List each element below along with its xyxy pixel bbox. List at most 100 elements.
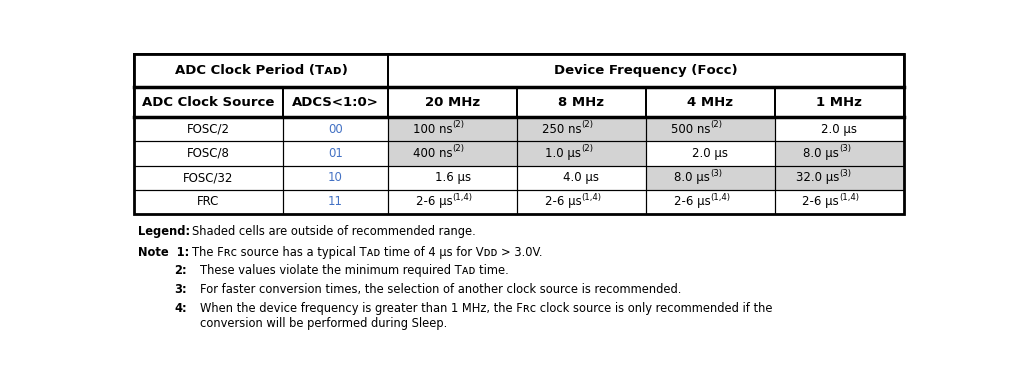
Bar — [775, 165, 903, 190]
Text: 2-6 μs: 2-6 μs — [416, 195, 453, 208]
Bar — [646, 117, 775, 141]
Bar — [646, 141, 775, 165]
Text: (2): (2) — [711, 120, 722, 129]
Bar — [388, 87, 517, 117]
Text: 100 ns: 100 ns — [413, 123, 453, 136]
Text: 3:: 3: — [174, 283, 186, 296]
Text: Shaded cells are outside of recommended range.: Shaded cells are outside of recommended … — [193, 225, 476, 238]
Bar — [134, 87, 283, 117]
Text: 2-6 μs: 2-6 μs — [674, 195, 711, 208]
Text: 32.0 μs: 32.0 μs — [796, 171, 839, 184]
Text: (1,4): (1,4) — [839, 193, 859, 202]
Text: 10: 10 — [328, 171, 343, 184]
Text: 2.0 μs: 2.0 μs — [821, 123, 857, 136]
Text: 250 ns: 250 ns — [542, 123, 582, 136]
Bar — [517, 165, 646, 190]
Text: 500 ns: 500 ns — [671, 123, 711, 136]
Text: 8.0 μs: 8.0 μs — [675, 171, 711, 184]
Bar — [134, 165, 283, 190]
Bar — [517, 141, 646, 165]
Bar — [646, 165, 775, 190]
Bar — [134, 141, 283, 165]
Text: FOSC/2: FOSC/2 — [187, 123, 230, 136]
Text: The Fʀᴄ source has a typical Tᴀᴅ time of 4 μs for Vᴅᴅ > 3.0V.: The Fʀᴄ source has a typical Tᴀᴅ time of… — [193, 246, 543, 259]
Bar — [388, 54, 903, 87]
Text: (2): (2) — [453, 120, 465, 129]
Bar — [775, 117, 903, 141]
Bar — [283, 165, 388, 190]
Text: 00: 00 — [328, 123, 343, 136]
Bar — [134, 165, 283, 190]
Text: When the device frequency is greater than 1 MHz, the Fʀᴄ clock source is only re: When the device frequency is greater tha… — [201, 302, 773, 330]
Text: (2): (2) — [582, 120, 594, 129]
Bar — [134, 54, 903, 214]
Bar — [134, 190, 283, 214]
Text: 2-6 μs: 2-6 μs — [545, 195, 582, 208]
Bar — [646, 117, 775, 141]
Bar — [775, 190, 903, 214]
Bar — [388, 141, 517, 165]
Bar — [283, 141, 388, 165]
Bar — [775, 141, 903, 165]
Text: FOSC/32: FOSC/32 — [183, 171, 233, 184]
Bar — [283, 165, 388, 190]
Bar — [517, 117, 646, 141]
Text: ADC Clock Period (Tᴀᴅ): ADC Clock Period (Tᴀᴅ) — [175, 64, 348, 77]
Text: These values violate the minimum required Tᴀᴅ time.: These values violate the minimum require… — [201, 264, 509, 278]
Bar — [646, 190, 775, 214]
Text: (2): (2) — [453, 144, 465, 153]
Text: FOSC/8: FOSC/8 — [187, 147, 230, 160]
Text: 8.0 μs: 8.0 μs — [803, 147, 839, 160]
Text: Legend:: Legend: — [138, 225, 190, 238]
Bar — [775, 141, 903, 165]
Bar — [517, 165, 646, 190]
Bar — [134, 87, 283, 117]
Bar — [775, 165, 903, 190]
Text: 1.0 μs: 1.0 μs — [546, 147, 582, 160]
Bar — [517, 190, 646, 214]
Text: 1.6 μs: 1.6 μs — [434, 171, 471, 184]
Text: 4 MHz: 4 MHz — [687, 96, 733, 108]
Bar — [517, 190, 646, 214]
Text: 4.0 μs: 4.0 μs — [563, 171, 599, 184]
Bar — [388, 190, 517, 214]
Bar — [134, 54, 388, 87]
Text: (3): (3) — [711, 169, 722, 178]
Text: For faster conversion times, the selection of another clock source is recommende: For faster conversion times, the selecti… — [201, 283, 682, 296]
Bar — [517, 141, 646, 165]
Text: 01: 01 — [328, 147, 343, 160]
Bar — [517, 117, 646, 141]
Bar — [646, 165, 775, 190]
Bar — [646, 87, 775, 117]
Bar — [134, 117, 283, 141]
Text: 400 ns: 400 ns — [413, 147, 453, 160]
Bar — [775, 117, 903, 141]
Bar — [283, 190, 388, 214]
Bar — [517, 87, 646, 117]
Text: 2-6 μs: 2-6 μs — [803, 195, 839, 208]
Bar — [283, 117, 388, 141]
Bar — [388, 117, 517, 141]
Bar — [283, 87, 388, 117]
Bar — [134, 190, 283, 214]
Text: (1,4): (1,4) — [453, 193, 472, 202]
Bar — [775, 87, 903, 117]
Text: Note  1:: Note 1: — [138, 246, 189, 259]
Bar — [388, 165, 517, 190]
Bar — [134, 117, 283, 141]
Bar — [775, 87, 903, 117]
Bar — [646, 87, 775, 117]
Bar — [283, 141, 388, 165]
Text: (2): (2) — [582, 144, 594, 153]
Text: ADCS<1:0>: ADCS<1:0> — [292, 96, 379, 108]
Bar — [646, 141, 775, 165]
Text: FRC: FRC — [198, 195, 220, 208]
Bar — [283, 190, 388, 214]
Bar — [388, 87, 517, 117]
Bar — [646, 190, 775, 214]
Text: Device Frequency (Fᴏᴄᴄ): Device Frequency (Fᴏᴄᴄ) — [554, 64, 737, 77]
Bar — [134, 54, 388, 87]
Bar — [134, 141, 283, 165]
Text: 4:: 4: — [174, 302, 186, 315]
Text: 11: 11 — [328, 195, 343, 208]
